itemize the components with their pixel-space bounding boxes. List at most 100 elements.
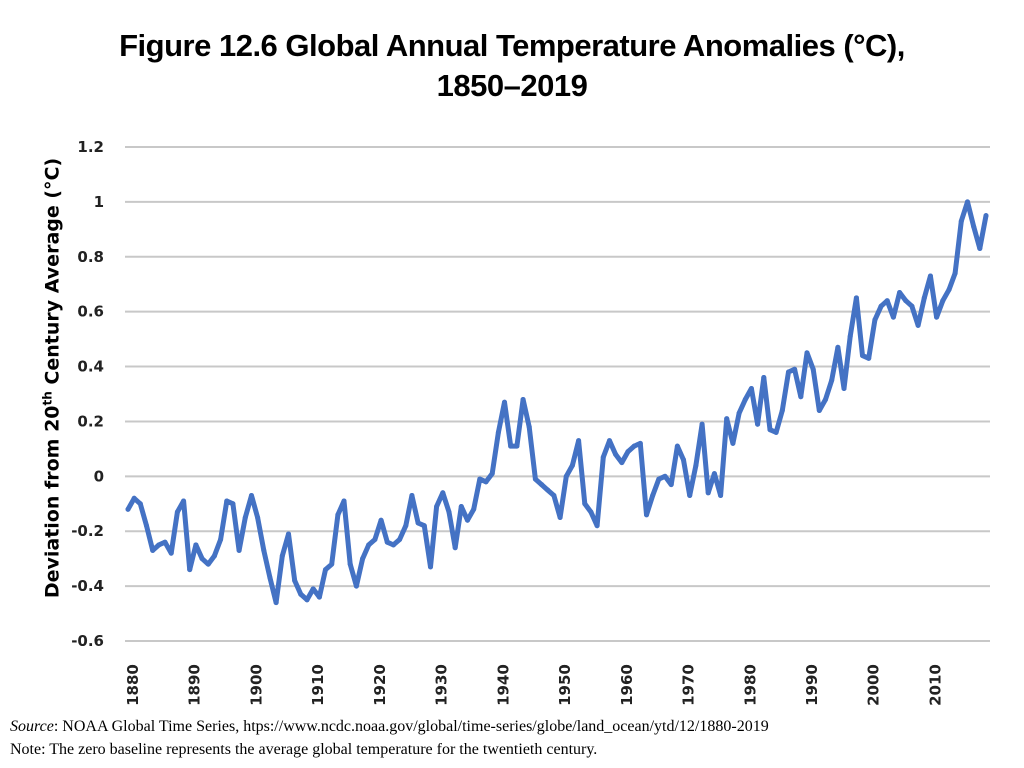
data-point xyxy=(341,498,347,504)
data-point xyxy=(267,575,273,581)
data-point xyxy=(168,550,174,556)
data-point xyxy=(248,493,254,499)
data-point xyxy=(292,578,298,584)
data-point xyxy=(162,539,168,545)
data-point xyxy=(539,482,545,488)
x-tick-label: 1950 xyxy=(556,664,574,706)
data-point xyxy=(310,586,316,592)
data-point xyxy=(446,509,452,515)
y-tick-label: 1 xyxy=(94,193,104,211)
data-point xyxy=(927,273,933,279)
data-point xyxy=(378,517,384,523)
data-point xyxy=(971,224,977,230)
data-point xyxy=(606,438,612,444)
data-point xyxy=(860,353,866,359)
data-point xyxy=(748,386,754,392)
data-point xyxy=(569,462,575,468)
data-point xyxy=(798,394,804,400)
data-point xyxy=(600,454,606,460)
data-point xyxy=(384,539,390,545)
data-point xyxy=(323,567,329,573)
data-point xyxy=(940,298,946,304)
data-point xyxy=(415,520,421,526)
x-tick-label: 1940 xyxy=(494,664,512,706)
data-point xyxy=(619,460,625,466)
x-tick-label: 1990 xyxy=(803,664,821,706)
x-tick-label: 1920 xyxy=(371,664,389,706)
data-point xyxy=(687,493,693,499)
y-tick-label: 0.6 xyxy=(77,303,104,321)
source-label: Source xyxy=(10,718,54,735)
x-tick-label: 1890 xyxy=(186,664,204,706)
data-point xyxy=(495,429,501,435)
data-point xyxy=(693,462,699,468)
data-point xyxy=(390,542,396,548)
data-point xyxy=(557,515,563,520)
data-point xyxy=(835,344,841,350)
data-point xyxy=(273,600,279,606)
data-point xyxy=(841,386,847,392)
data-point xyxy=(761,375,767,381)
data-point xyxy=(464,517,470,523)
data-point xyxy=(884,298,890,304)
data-point xyxy=(150,547,156,553)
data-point xyxy=(810,366,816,372)
y-tick-label: 1.2 xyxy=(77,138,104,156)
data-point xyxy=(230,501,236,507)
data-point xyxy=(403,523,409,529)
x-tick-label: 1910 xyxy=(309,664,327,706)
data-point xyxy=(205,561,211,567)
data-point xyxy=(903,298,909,304)
data-point xyxy=(878,303,884,309)
series-line xyxy=(125,199,989,606)
data-point xyxy=(662,473,668,479)
data-point xyxy=(755,421,761,427)
source-note: Source: NOAA Global Time Series, htps://… xyxy=(10,718,769,736)
data-point xyxy=(261,547,267,553)
data-point xyxy=(958,218,964,224)
y-tick-label: 0.4 xyxy=(77,358,104,376)
data-point xyxy=(588,509,594,515)
data-point xyxy=(711,471,717,477)
data-point xyxy=(656,476,662,482)
data-point xyxy=(304,597,310,603)
data-point xyxy=(508,443,514,449)
data-point xyxy=(199,556,205,562)
data-point xyxy=(224,498,230,504)
chart-title-line2: 1850–2019 xyxy=(436,68,588,103)
chart-title-line1: Figure 12.6 Global Annual Temperature An… xyxy=(119,28,905,63)
data-point xyxy=(699,421,705,427)
x-tick-label: 1960 xyxy=(618,664,636,706)
data-point xyxy=(631,443,637,449)
x-tick-label: 1880 xyxy=(124,664,142,706)
data-point xyxy=(792,366,798,372)
data-point xyxy=(131,495,137,501)
data-point xyxy=(730,440,736,446)
data-point xyxy=(934,314,940,320)
data-point xyxy=(773,429,779,435)
data-point xyxy=(372,536,378,542)
data-point xyxy=(724,416,730,422)
data-point xyxy=(514,443,520,449)
data-point xyxy=(946,287,952,293)
data-point xyxy=(563,473,569,479)
y-tick-label: 0.2 xyxy=(77,412,104,430)
y-tick-label: -0.6 xyxy=(71,632,104,650)
data-point xyxy=(983,213,989,219)
data-point xyxy=(298,591,304,597)
data-point xyxy=(705,490,711,496)
data-point xyxy=(366,542,372,548)
data-point xyxy=(532,476,538,482)
data-point xyxy=(625,449,631,455)
data-point xyxy=(742,396,748,402)
data-point xyxy=(193,542,199,548)
data-point xyxy=(674,443,680,449)
data-point xyxy=(736,410,742,416)
data-point xyxy=(471,506,477,512)
data-point xyxy=(767,427,773,433)
data-point xyxy=(582,501,588,507)
data-point xyxy=(255,515,261,520)
data-point xyxy=(181,498,187,504)
data-point xyxy=(613,451,619,457)
